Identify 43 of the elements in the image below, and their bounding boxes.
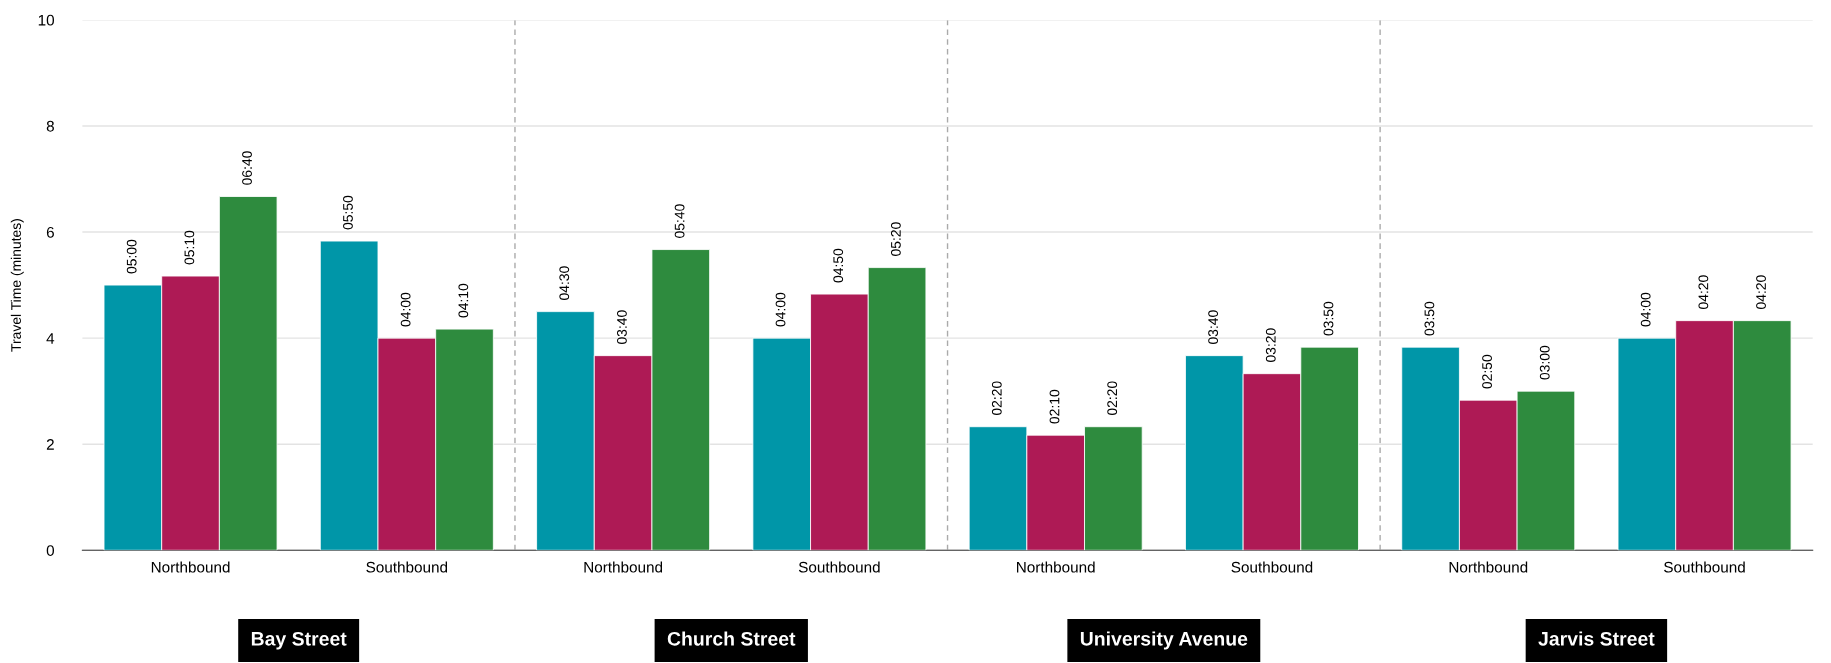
x-tick-label: Northbound [151, 561, 230, 573]
y-axis-title: Travel Time (minutes) [10, 219, 24, 352]
data-label: 02:10 [1049, 389, 1060, 424]
data-label: 02:50 [1482, 354, 1492, 389]
data-label: 04:10 [458, 283, 469, 318]
y-tick-label: 8 [46, 120, 54, 132]
data-label: 04:20 [1698, 275, 1709, 309]
x-tick-label: Northbound [584, 561, 663, 573]
data-label: 03:20 [1265, 328, 1276, 363]
text: Jarvis Street [1538, 631, 1655, 646]
data-label: 04:50 [833, 248, 844, 283]
data-label: 03:50 [1424, 301, 1435, 336]
data-label: 03:40 [1208, 310, 1219, 344]
data-label: 04:00 [775, 292, 786, 327]
data-label: 05:50 [343, 195, 353, 230]
x-tick-label: Southbound [366, 561, 448, 573]
data-label: 02:20 [1107, 381, 1118, 416]
data-label: 05:10 [184, 230, 195, 265]
x-tick-label: Southbound [798, 561, 880, 573]
text: Church Street [667, 631, 796, 646]
x-tick-label: Northbound [1449, 561, 1528, 573]
data-label: 05:40 [674, 204, 685, 238]
data-label: 03:50 [1323, 301, 1334, 336]
text: Bay Street [251, 631, 347, 650]
y-tick-label: 4 [46, 333, 55, 344]
data-label: 04:00 [1640, 292, 1651, 327]
y-tick-label: 10 [38, 14, 55, 26]
data-label: 03:40 [617, 310, 627, 344]
data-label: 04:30 [559, 266, 570, 300]
data-label: 05:00 [126, 239, 137, 274]
y-tick-label: 2 [46, 439, 54, 450]
data-label: 02:20 [991, 381, 1002, 416]
y-tick-label: 6 [46, 226, 54, 238]
data-label: 04:00 [400, 292, 411, 327]
text: University Avenue [1080, 631, 1248, 650]
y-tick-label: 0 [46, 545, 55, 556]
x-tick-label: Northbound [1017, 561, 1095, 573]
data-label: 06:40 [242, 151, 252, 185]
data-label: 03:00 [1539, 345, 1550, 380]
x-tick-label: Southbound [1231, 561, 1313, 573]
data-label: 05:20 [890, 222, 901, 256]
x-tick-label: Southbound [1664, 561, 1745, 573]
data-label: 04:20 [1756, 275, 1766, 309]
